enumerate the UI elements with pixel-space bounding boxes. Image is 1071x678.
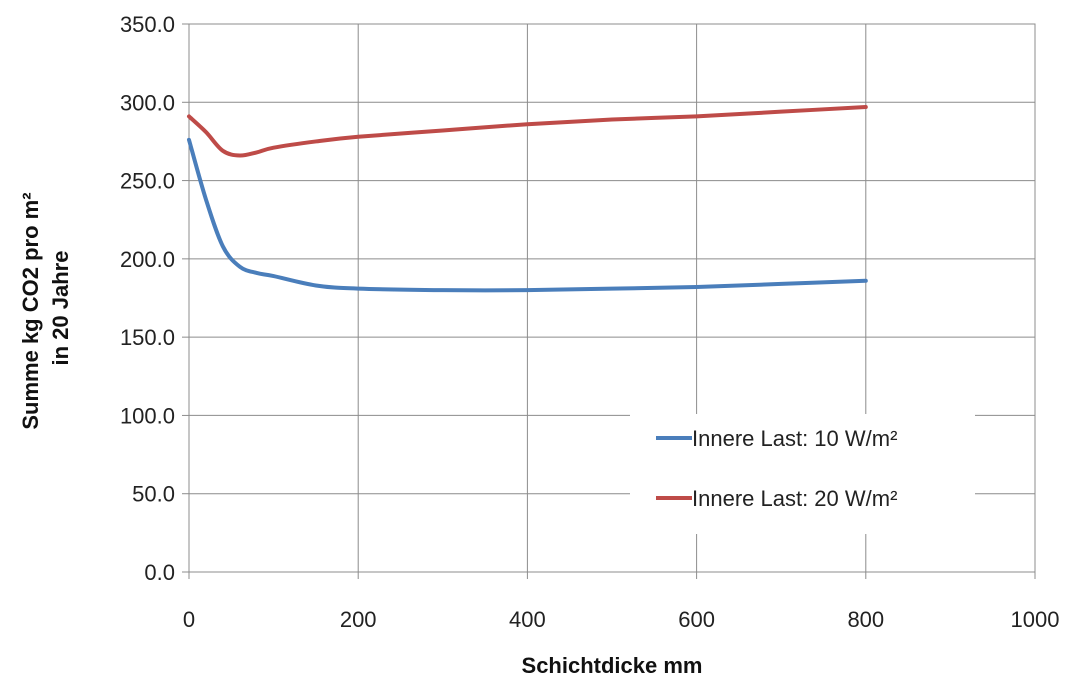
y-tick-label: 300.0 xyxy=(120,90,175,115)
y-axis-title: Summe kg CO2 pro m² in 20 Jahre xyxy=(18,186,73,429)
y-axis-ticks: 0.0 50.0 100.0 150.0 200.0 250.0 300.0 350.0 xyxy=(120,12,189,585)
legend-label-1: Innere Last: 10 W/m² xyxy=(692,426,897,451)
series-line-1 xyxy=(187,137,868,293)
x-axis-ticks: 0 200 400 600 800 1000 xyxy=(183,572,1060,632)
x-tick-label: 600 xyxy=(678,607,715,632)
x-tick-label: 1000 xyxy=(1011,607,1060,632)
legend: Innere Last: 10 W/m² Innere Last: 20 W/m² xyxy=(630,414,975,534)
series-lines xyxy=(187,104,868,293)
y-tick-label: 100.0 xyxy=(120,403,175,428)
x-axis-title: Schichtdicke mm xyxy=(522,653,703,678)
legend-label-2: Innere Last: 20 W/m² xyxy=(692,486,897,511)
x-tick-label: 0 xyxy=(183,607,195,632)
y-tick-label: 0.0 xyxy=(144,560,175,585)
y-axis-title-line-1: Summe kg CO2 pro m² xyxy=(18,192,43,429)
y-tick-label: 50.0 xyxy=(132,482,175,507)
y-tick-label: 250.0 xyxy=(120,169,175,194)
x-tick-label: 200 xyxy=(340,607,377,632)
y-tick-label: 200.0 xyxy=(120,247,175,272)
y-axis-title-line-2: in 20 Jahre xyxy=(48,251,73,366)
x-tick-label: 800 xyxy=(847,607,884,632)
x-tick-label: 400 xyxy=(509,607,546,632)
plot-area-frame xyxy=(188,23,1036,573)
legend-background xyxy=(630,414,975,534)
series-line-2 xyxy=(187,104,868,158)
y-tick-label: 350.0 xyxy=(120,12,175,37)
y-tick-label: 150.0 xyxy=(120,325,175,350)
